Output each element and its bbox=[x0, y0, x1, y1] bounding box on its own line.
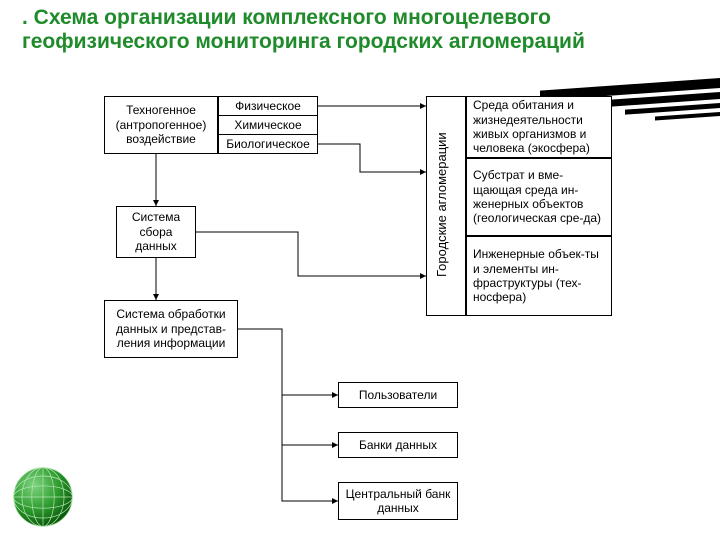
globe-icon bbox=[8, 462, 78, 532]
box-biological: Биологическое bbox=[218, 134, 318, 154]
box-chemical: Химическое bbox=[218, 115, 318, 135]
box-data-collection: Система сбора данных bbox=[116, 206, 196, 258]
box-physical: Физическое bbox=[218, 96, 318, 116]
label-agglomeration-vertical: Городские агломерации bbox=[434, 105, 449, 305]
box-data-processing: Система обработки данных и представ-лени… bbox=[104, 300, 238, 358]
box-technosphere: Инженерные объек-ты и элементы ин-фрастр… bbox=[466, 236, 612, 316]
box-tech-impact: Техногенное (антропогенное) воздействие bbox=[104, 96, 218, 154]
box-users: Пользователи bbox=[338, 382, 458, 408]
stripe-decoration bbox=[655, 112, 720, 121]
box-geological: Субстрат и вме-щающая среда ин-женерных … bbox=[466, 158, 612, 236]
box-data-banks: Банки данных bbox=[338, 432, 458, 458]
box-ecosphere: Среда обитания и жизнедеятельности живых… bbox=[466, 96, 612, 158]
connectors-svg bbox=[0, 0, 720, 540]
box-central-bank: Центральный банк данных bbox=[338, 482, 458, 520]
page-title: . Схема организации комплексного многоце… bbox=[22, 6, 662, 54]
